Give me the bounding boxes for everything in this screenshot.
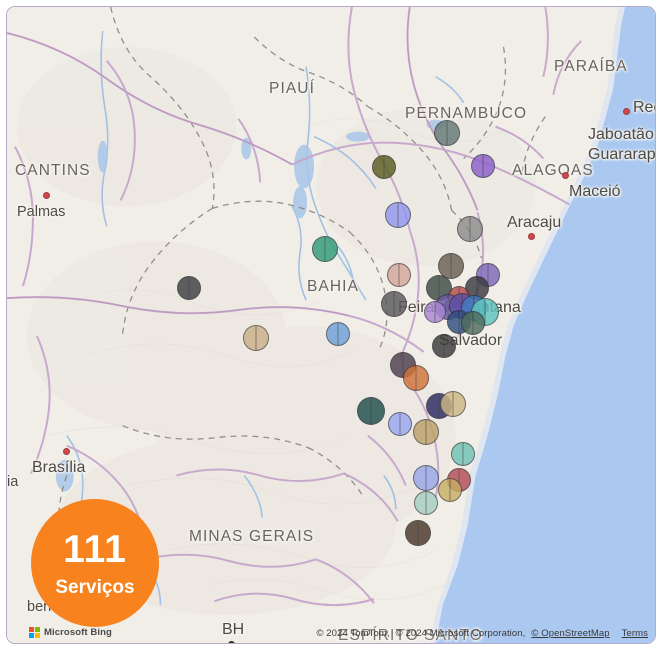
map-marker[interactable]	[312, 236, 338, 262]
map-marker[interactable]	[413, 465, 439, 491]
microsoft-logo-icon	[29, 627, 40, 638]
attribution-microsoft: © 2024 Microsoft Corporation,	[395, 628, 526, 639]
map-canvas[interactable]: PIAUÍ PERNAMBUCO PARAÍBA ALAGOAS CANTINS…	[7, 7, 655, 643]
map-marker[interactable]	[414, 491, 438, 515]
map-marker[interactable]	[387, 263, 411, 287]
map-marker[interactable]	[243, 325, 269, 351]
service-count-label: Serviços	[55, 576, 135, 598]
map-marker[interactable]	[388, 412, 412, 436]
map-marker[interactable]	[381, 291, 407, 317]
city-dot-brasilia	[63, 448, 70, 455]
map-marker[interactable]	[438, 253, 464, 279]
map-marker[interactable]	[471, 154, 495, 178]
map-marker[interactable]	[326, 322, 350, 346]
attribution-openstreetmap-link[interactable]: © OpenStreetMap	[531, 628, 610, 639]
attribution-terms-link[interactable]: Terms	[621, 628, 648, 639]
city-dot-maceio	[562, 172, 569, 179]
city-dot-bh	[228, 641, 235, 643]
map-frame[interactable]: PIAUÍ PERNAMBUCO PARAÍBA ALAGOAS CANTINS…	[6, 6, 656, 644]
map-attribution[interactable]: © 2024 TomTom, © 2024 Microsoft Corporati…	[316, 628, 648, 639]
map-marker[interactable]	[438, 478, 462, 502]
map-marker[interactable]	[372, 155, 396, 179]
city-dot-recife	[623, 108, 630, 115]
bing-logo-text: Microsoft Bing	[44, 627, 112, 638]
map-marker[interactable]	[413, 419, 439, 445]
city-dot-palmas	[43, 192, 50, 199]
map-marker[interactable]	[434, 120, 460, 146]
map-marker[interactable]	[385, 202, 411, 228]
attribution-tomtom: © 2024 TomTom,	[316, 628, 390, 639]
map-marker[interactable]	[424, 301, 446, 323]
service-count-badge[interactable]: 111 Serviços	[31, 499, 159, 627]
map-marker[interactable]	[457, 216, 483, 242]
service-count-value: 111	[63, 527, 127, 571]
map-marker[interactable]	[461, 311, 485, 335]
microsoft-bing-logo[interactable]: Microsoft Bing	[29, 627, 112, 638]
map-marker[interactable]	[403, 365, 429, 391]
map-marker[interactable]	[405, 520, 431, 546]
map-marker[interactable]	[177, 276, 201, 300]
city-dot-aracaju	[528, 233, 535, 240]
map-marker[interactable]	[451, 442, 475, 466]
map-marker[interactable]	[432, 334, 456, 358]
map-marker[interactable]	[357, 397, 385, 425]
map-marker[interactable]	[440, 391, 466, 417]
